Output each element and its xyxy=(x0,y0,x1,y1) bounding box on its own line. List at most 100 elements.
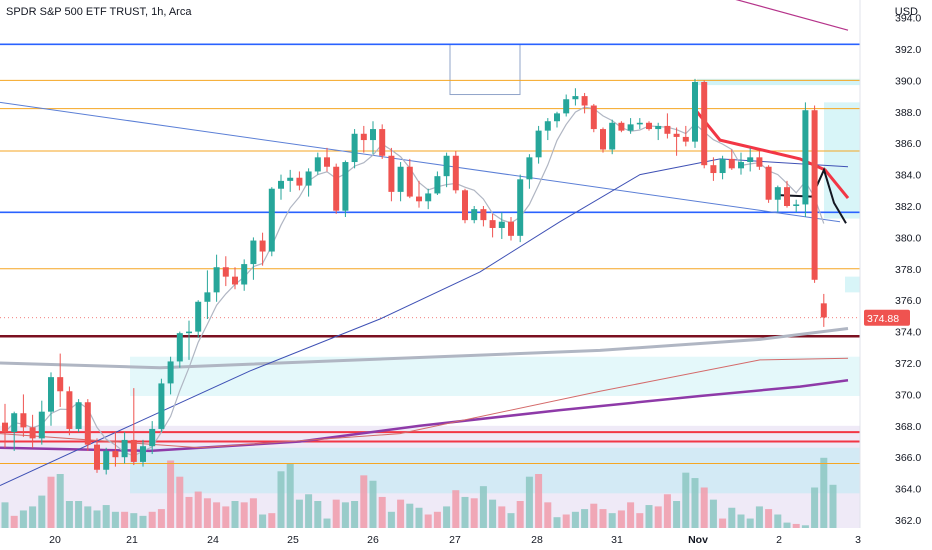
volume-bar xyxy=(627,502,635,528)
volume-bar xyxy=(139,515,147,528)
candle-body xyxy=(130,439,137,462)
y-tick-label: 368.0 xyxy=(895,421,921,433)
chart-title: SPDR S&P 500 ETF TRUST, 1h, Arca xyxy=(6,6,192,18)
volume-bar xyxy=(203,498,211,528)
last-price-label: 374.88 xyxy=(867,313,899,325)
candle-body xyxy=(94,444,100,470)
box-outline xyxy=(449,43,521,96)
x-tick-label: Nov xyxy=(688,534,708,546)
volume-bar xyxy=(29,506,37,528)
x-tick-label: 20 xyxy=(49,534,61,546)
x-tick-label: 26 xyxy=(367,534,379,546)
candle-body xyxy=(425,193,432,202)
candle-body xyxy=(508,221,514,236)
volume-bar xyxy=(709,499,717,528)
volume-bar xyxy=(351,501,359,528)
x-tick-label: 3 xyxy=(855,534,861,546)
candle-body xyxy=(379,129,386,156)
candle-body xyxy=(204,292,211,302)
volume-bar xyxy=(461,496,469,528)
candle-body xyxy=(333,166,340,211)
volume-bar xyxy=(323,518,331,528)
volume-bar xyxy=(47,476,55,528)
candle-body xyxy=(232,276,238,285)
volume-bar xyxy=(470,498,478,528)
volume-bar xyxy=(157,509,165,528)
candle-body xyxy=(673,133,680,137)
candle-body xyxy=(728,158,735,169)
candle-body xyxy=(517,179,524,236)
trendline-magenta xyxy=(735,0,849,31)
y-tick-label: 374.0 xyxy=(895,327,921,339)
candle-body xyxy=(324,157,330,167)
candle-body xyxy=(186,331,192,334)
y-tick-label: 378.0 xyxy=(895,264,921,276)
candle-body xyxy=(434,176,441,194)
volume-bar xyxy=(562,514,570,528)
volume-bar xyxy=(84,506,92,528)
volume-bar xyxy=(590,503,598,528)
candle-body xyxy=(811,110,818,280)
candle-body xyxy=(103,450,110,470)
candle-body xyxy=(443,155,450,177)
volume-bar xyxy=(498,506,506,528)
volume-bar xyxy=(544,502,552,528)
candle-body xyxy=(655,125,662,130)
candle-body xyxy=(360,133,367,141)
y-tick-label: 386.0 xyxy=(895,138,921,150)
candle-body xyxy=(793,204,800,206)
candle-body xyxy=(388,155,395,192)
candle-body xyxy=(140,446,146,462)
x-tick-label: 28 xyxy=(531,534,543,546)
volume-bar xyxy=(801,525,809,528)
volume-bar xyxy=(268,513,276,528)
candle-body xyxy=(57,377,64,392)
y-tick-label: 390.0 xyxy=(895,75,921,87)
volume-bar xyxy=(783,522,791,528)
volume-bar xyxy=(489,499,497,528)
candle-body xyxy=(609,122,616,150)
volume-bar xyxy=(121,511,129,528)
volume-bar xyxy=(636,513,644,528)
candle-body xyxy=(66,391,73,429)
candle-body xyxy=(342,162,349,211)
candle-body xyxy=(774,187,781,200)
candle-body xyxy=(747,157,754,163)
volume-bar xyxy=(1,502,9,528)
volume-bar xyxy=(10,515,18,528)
y-tick-label: 372.0 xyxy=(895,358,921,370)
zone-layer xyxy=(0,43,860,528)
volume-bar xyxy=(811,487,819,528)
candle-body xyxy=(11,413,18,433)
y-tick-label: 384.0 xyxy=(895,170,921,182)
candle-body xyxy=(397,166,404,192)
volume-bar xyxy=(443,506,451,528)
x-tick-label: 31 xyxy=(611,534,623,546)
candle-body xyxy=(820,303,827,318)
volume-bar xyxy=(654,506,662,528)
ma-slow xyxy=(0,327,849,370)
y-tick-label: 380.0 xyxy=(895,232,921,244)
volume-bar xyxy=(581,509,589,528)
cyan-zone-small xyxy=(845,276,860,293)
candle-body xyxy=(287,177,294,181)
volume-bar xyxy=(111,511,119,528)
candle-body xyxy=(544,121,551,131)
volume-bar xyxy=(599,509,607,528)
volume-bar xyxy=(535,474,543,528)
volume-bar xyxy=(93,510,101,528)
candle-body xyxy=(38,411,45,439)
volume-bar xyxy=(75,501,83,528)
candle-body xyxy=(563,99,570,114)
x-tick-label: 2 xyxy=(776,534,782,546)
candle-body xyxy=(636,122,643,125)
y-tick-label: 370.0 xyxy=(895,389,921,401)
x-tick-label: 25 xyxy=(287,534,299,546)
volume-bar xyxy=(691,478,699,528)
y-tick-label: 362.0 xyxy=(895,515,921,527)
volume-bar xyxy=(167,460,175,528)
volume-bar xyxy=(259,514,267,528)
y-tick-label: 394.0 xyxy=(895,13,921,25)
volume-bar xyxy=(387,511,395,528)
